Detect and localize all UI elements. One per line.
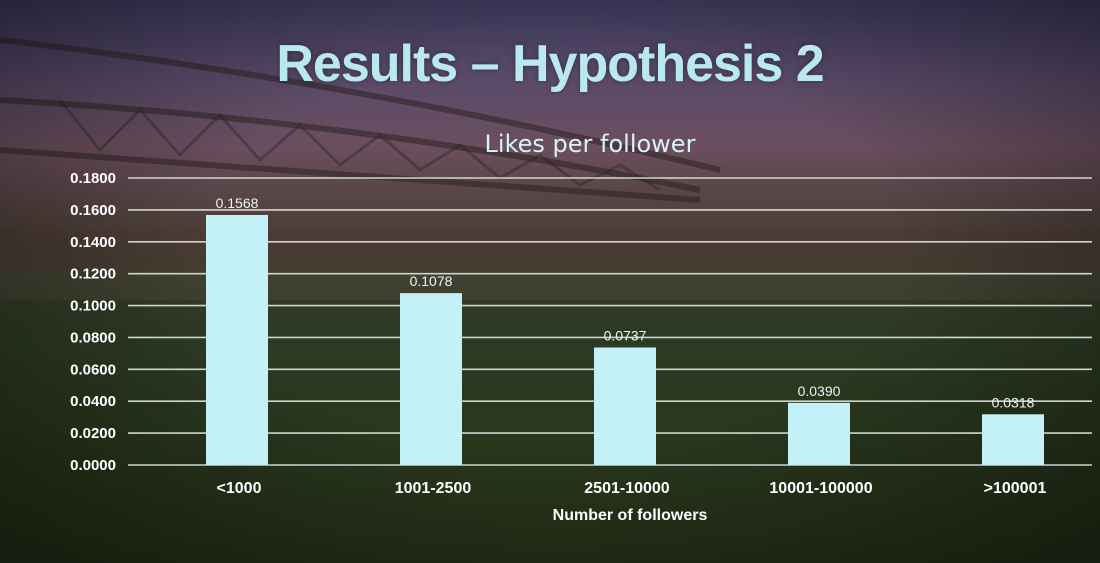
x-category-label: <1000: [217, 480, 262, 497]
chart-title: Likes per follower: [485, 130, 696, 158]
data-label: 0.1568: [216, 195, 259, 211]
x-category-label: 10001-100000: [769, 480, 872, 497]
y-tick-label: 0.0400: [70, 393, 116, 410]
x-axis-categories: <1000 1001-2500 2501-10000 10001-100000 >100…: [217, 480, 1047, 497]
y-tick-label: 0.1200: [70, 266, 116, 283]
data-label: 0.1078: [410, 273, 453, 289]
bars: [206, 214, 1044, 465]
y-tick-label: 0.1000: [70, 298, 116, 315]
bar: [788, 402, 850, 465]
data-labels: 0.1568 0.1078 0.0737 0.0390 0.0318: [216, 195, 1035, 410]
y-tick-label: 0.1800: [70, 170, 116, 187]
y-tick-label: 0.0600: [70, 361, 116, 378]
y-tick-label: 0.0000: [70, 457, 116, 474]
x-category-label: >100001: [984, 480, 1047, 497]
x-category-label: 2501-10000: [584, 480, 670, 497]
y-tick-label: 0.0200: [70, 425, 116, 442]
bar: [400, 293, 462, 465]
bar: [982, 414, 1044, 465]
y-tick-label: 0.1400: [70, 234, 116, 251]
y-tick-label: 0.0800: [70, 329, 116, 346]
data-label: 0.0318: [992, 394, 1035, 410]
bar: [594, 347, 656, 465]
y-axis-ticks: 0.0000 0.0200 0.0400 0.0600 0.0800 0.1000 0.12…: [70, 170, 116, 474]
data-label: 0.0390: [798, 383, 841, 399]
x-category-label: 1001-2500: [395, 480, 472, 497]
bar: [206, 214, 268, 465]
y-tick-label: 0.1600: [70, 202, 116, 219]
x-axis-title: Number of followers: [553, 507, 708, 524]
slide-title: Results – Hypothesis 2: [276, 35, 824, 93]
data-label: 0.0737: [604, 327, 647, 343]
